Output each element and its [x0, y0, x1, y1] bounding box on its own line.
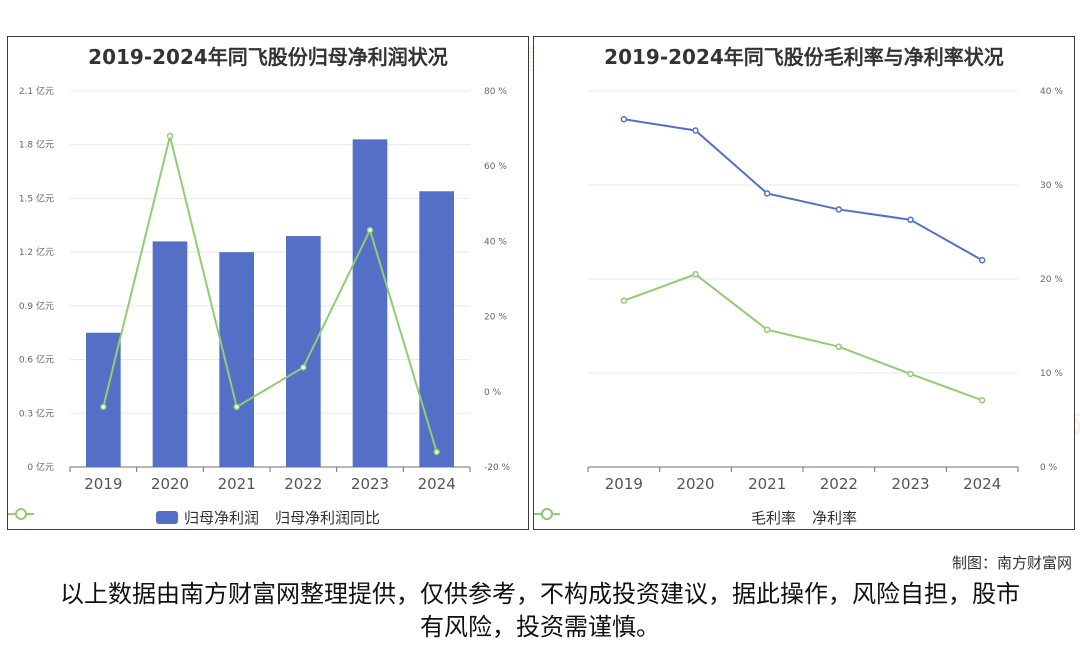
x-tick-label: 2020 — [151, 475, 189, 493]
y-right-tick-label: 10 % — [1040, 369, 1063, 379]
legend-item-line[interactable]: 归母净利润同比 — [8, 507, 381, 528]
net-profit-chart: 0 亿元 0.3 亿元 0.6 亿元 0.9 亿元 1.2 亿元 1.5 亿元 1.8 亿元… — [19, 85, 511, 493]
point-net-margin — [692, 271, 699, 278]
x-tick-label: 2021 — [218, 475, 256, 493]
point-gross-margin — [692, 127, 699, 134]
line-gross-margin-series — [623, 118, 983, 262]
point-net-margin — [620, 297, 628, 304]
x-tick-label: 2019 — [84, 475, 122, 493]
y-left-tick-label: 1.5 亿元 — [19, 192, 54, 204]
legend-item-net[interactable]: 净利率 — [534, 507, 858, 528]
y-right-tick-label: 60 % — [484, 162, 507, 172]
legend-swatch-line — [534, 508, 560, 520]
y-right-tick-label: 30 % — [1040, 181, 1063, 191]
x-tick-label: 2022 — [820, 475, 858, 493]
bar-net-profit — [86, 332, 121, 467]
credit-text: 制图：南方财富网 — [951, 554, 1072, 572]
margin-chart-panel: 2019-2024年同飞股份毛利率与净利率状况 0 % 10 % 20 % 30 % 4… — [533, 36, 1075, 530]
point-growth — [433, 448, 440, 456]
point-gross-margin — [907, 216, 914, 224]
point-net-margin — [763, 326, 771, 334]
chart-title: 2019-2024年同飞股份毛利率与净利率状况 — [604, 45, 1004, 69]
point-gross-margin — [835, 206, 843, 213]
point-growth — [366, 226, 374, 234]
point-growth — [166, 132, 174, 140]
legend-swatch-bar — [155, 511, 178, 524]
point-net-margin — [978, 397, 986, 404]
net-profit-chart-panel: 2019-2024年同飞股份归母净利润状况 0 亿元 0.3 亿元 0.6 亿元 0.… — [7, 36, 529, 530]
y-left-tick-label: 0.3 亿元 — [19, 407, 54, 419]
line-growth-series — [102, 135, 438, 453]
x-tick-label: 2024 — [418, 475, 456, 493]
x-tick-label: 2023 — [891, 475, 929, 493]
x-tick-label: 2019 — [605, 475, 643, 493]
chart-title: 2019-2024年同飞股份归母净利润状况 — [88, 45, 448, 69]
point-net-margin — [907, 370, 914, 378]
legend-swatch-line — [8, 508, 34, 520]
y-right-tick-label: 40 % — [484, 237, 507, 247]
legend-label: 归母净利润 — [183, 509, 259, 527]
legend-label: 毛利率 — [750, 509, 796, 527]
legend-item-gross[interactable]: 毛利率 — [534, 507, 796, 528]
point-gross-margin — [620, 115, 628, 123]
y-left-tick-label: 1.2 亿元 — [19, 246, 54, 258]
y-left-tick-label: 0.9 亿元 — [19, 300, 54, 312]
point-gross-margin — [978, 256, 986, 264]
bar-net-profit — [352, 139, 388, 467]
y-right-tick-label: -20 % — [484, 463, 511, 473]
legend-item-bar[interactable]: 归母净利润 — [155, 507, 259, 528]
y-right-tick-label: 0 % — [1040, 463, 1058, 473]
y-right-tick-label: 80 % — [484, 87, 507, 97]
legend: 归母净利润 归母净利润同比 — [8, 507, 528, 528]
legend-label: 净利率 — [812, 509, 858, 527]
y-right-tick-label: 0 % — [484, 388, 502, 398]
legend: 毛利率 净利率 — [534, 507, 1074, 528]
point-growth — [233, 403, 240, 411]
y-left-tick-label: 0.6 亿元 — [19, 354, 54, 366]
y-right-tick-label: 20 % — [1040, 275, 1063, 285]
y-left-tick-label: 0 亿元 — [27, 461, 54, 473]
y-right-tick-label: 20 % — [484, 313, 507, 323]
bar-net-profit — [419, 191, 454, 467]
y-left-tick-label: 2.1 亿元 — [19, 85, 54, 97]
legend-label: 归母净利润同比 — [275, 509, 381, 527]
bar-net-profit — [152, 241, 188, 467]
x-tick-label: 2021 — [748, 475, 786, 493]
point-net-margin — [835, 343, 843, 350]
y-right-tick-label: 40 % — [1040, 87, 1063, 97]
point-growth — [300, 364, 307, 371]
point-gross-margin — [763, 190, 771, 197]
x-tick-label: 2024 — [963, 475, 1001, 493]
x-tick-label: 2023 — [351, 475, 389, 493]
x-tick-label: 2020 — [676, 475, 714, 493]
x-tick-label: 2022 — [284, 475, 322, 493]
line-net-margin-series — [623, 273, 983, 402]
y-left-tick-label: 1.8 亿元 — [19, 139, 54, 151]
margin-chart: 0 % 10 % 20 % 30 % 40 % 2019 2020 2021 2022 2023 2… — [587, 87, 1063, 493]
bar-net-profit — [286, 236, 321, 467]
point-growth — [100, 403, 107, 411]
disclaimer-text: 以上数据由南方财富网整理提供，仅供参考，不构成投资建议，据此操作，风险自担，股市… — [60, 580, 1020, 641]
